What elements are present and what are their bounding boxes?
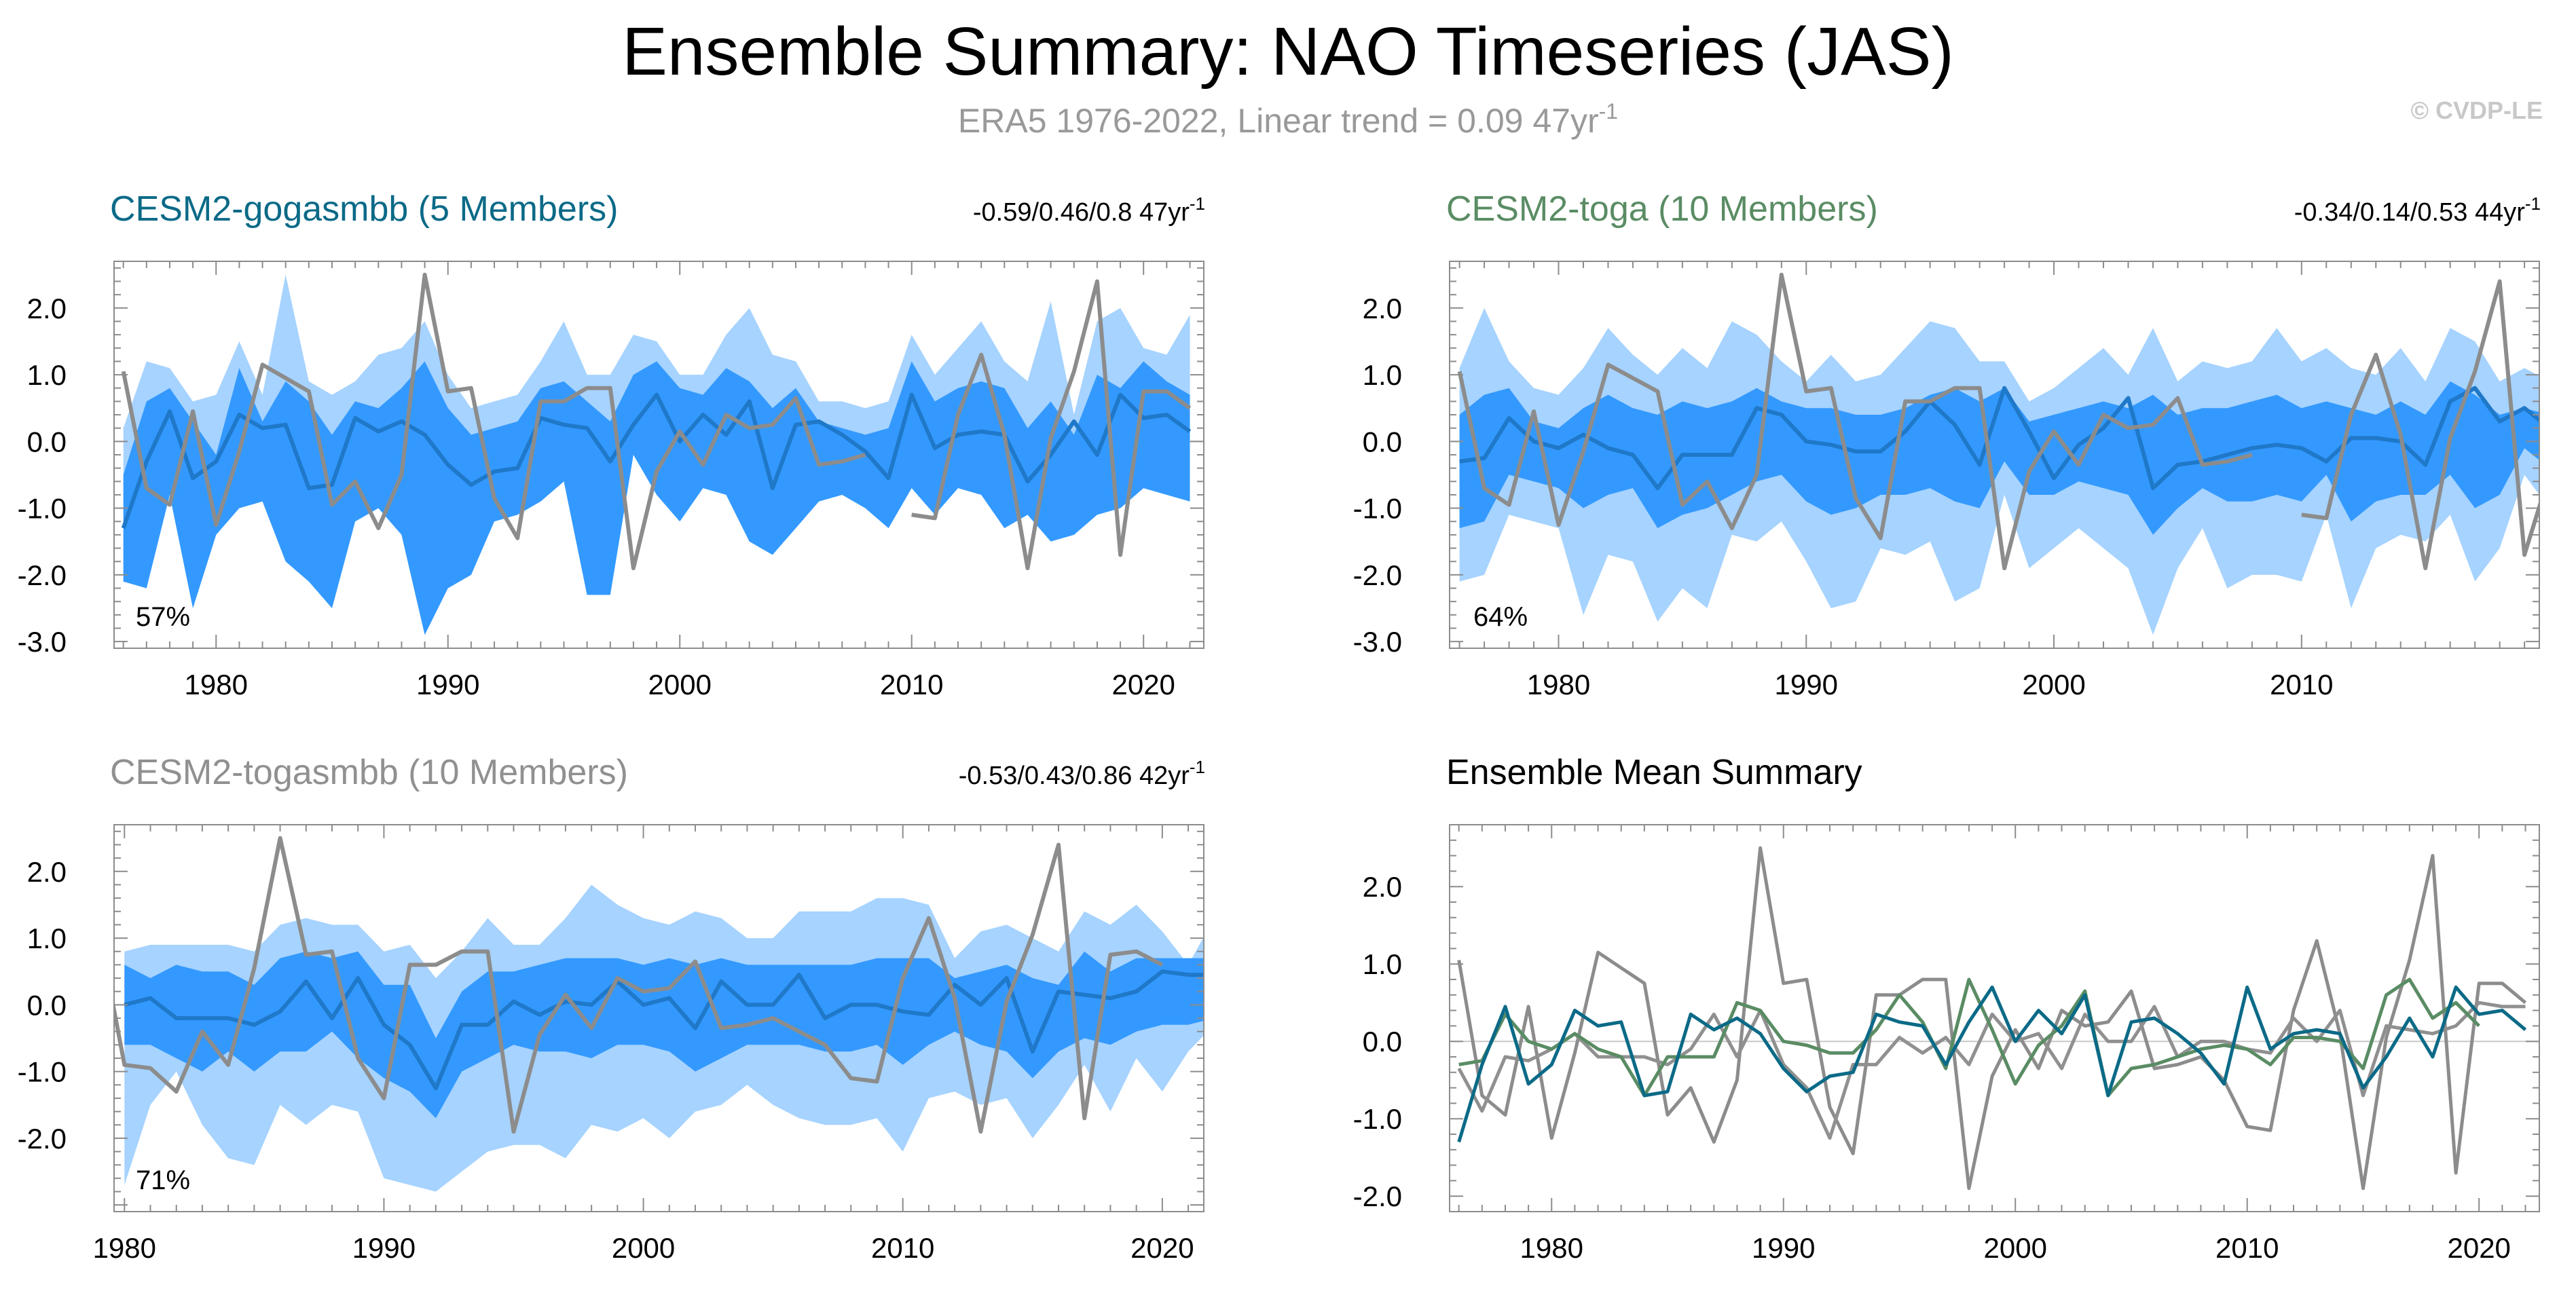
x-tick-label: 2010 <box>871 1232 934 1264</box>
panel-stats-superscript: -1 <box>1190 757 1205 777</box>
panel-stats-text: -0.53/0.43/0.86 42yr <box>959 762 1190 790</box>
series-line-era5 <box>121 272 1192 571</box>
y-tick-label: 2.0 <box>27 293 67 324</box>
y-tick-label: -2.0 <box>1353 1180 1402 1212</box>
series-line-cesm2-toga <box>1458 977 2480 1098</box>
watermark: © CVDP-LE <box>2410 96 2543 124</box>
x-tick-label: 2000 <box>2022 669 2085 700</box>
panel-percent: 64% <box>1473 602 1528 632</box>
x-tick-label: 2020 <box>2447 1232 2510 1264</box>
panel-stats-superscript: -1 <box>2525 193 2541 214</box>
panel-3: CESM2-togasmbb (10 Members) -0.53/0.43/0.… <box>18 753 1205 1264</box>
y-tick-label: 2.0 <box>27 856 67 888</box>
y-tick-label: 0.0 <box>1363 1026 1402 1058</box>
spread-band-outer <box>1459 307 2539 635</box>
y-tick-label: -3.0 <box>18 626 67 658</box>
series-line-ensemble-mean <box>121 392 1192 529</box>
series-line-era5 <box>1457 846 2527 1191</box>
plot-area <box>1450 846 2539 1191</box>
panel-stats: -0.59/0.46/0.8 47yr-1 <box>973 193 1205 227</box>
series-line-era5 <box>114 836 1164 1134</box>
y-tick-label: 0.0 <box>1363 426 1402 457</box>
panel-title: CESM2-toga (10 Members) <box>1446 189 1878 229</box>
panel-stats-superscript: -1 <box>1190 193 1205 214</box>
y-tick-label: -1.0 <box>18 493 67 525</box>
panel-title: Ensemble Mean Summary <box>1446 753 1862 792</box>
x-tick-label: 2000 <box>612 1232 675 1264</box>
x-tick-label: 2010 <box>2270 669 2333 700</box>
x-tick-label: 2010 <box>2215 1232 2279 1264</box>
panel-percent: 57% <box>136 602 190 632</box>
plot-area <box>1450 272 2539 635</box>
panel-2: CESM2-toga (10 Members) -0.34/0.14/0.53 4… <box>1353 189 2541 700</box>
plot-area <box>114 272 1204 635</box>
x-tick-label: 2020 <box>1111 669 1175 700</box>
y-tick-label: -2.0 <box>18 1123 67 1155</box>
panel-stats-text: -0.59/0.46/0.8 47yr <box>973 198 1190 227</box>
x-tick-label: 1990 <box>1752 1232 1815 1264</box>
figure-title: Ensemble Summary: NAO Timeseries (JAS) <box>622 14 1954 90</box>
y-tick-label: 2.0 <box>1363 293 1402 324</box>
series-line-cesm2-gogasmbb <box>1457 985 2527 1143</box>
series-line-ensemble-mean <box>1459 386 2539 491</box>
y-tick-label: 1.0 <box>27 359 67 391</box>
x-tick-label: 1990 <box>1775 669 1838 700</box>
x-tick-label: 2000 <box>1984 1232 2047 1264</box>
y-tick-label: 1.0 <box>1363 948 1402 980</box>
figure-subtitle: ERA5 1976-2022, Linear trend = 0.09 47yr… <box>958 99 1618 140</box>
y-tick-label: -2.0 <box>18 559 67 591</box>
subtitle-superscript: -1 <box>1599 99 1618 124</box>
y-tick-label: -1.0 <box>18 1056 67 1088</box>
x-tick-label: 1990 <box>416 669 479 700</box>
x-tick-label: 1980 <box>1520 1232 1583 1264</box>
x-tick-label: 1980 <box>1527 669 1590 700</box>
panel-4: Ensemble Mean Summary 1980 1990 2000 2010 202… <box>1353 753 2540 1264</box>
spread-band-inner <box>1459 381 2539 535</box>
panel-1: CESM2-gogasmbb (5 Members) -0.59/0.46/0.8… <box>18 189 1205 700</box>
panel-stats: -0.34/0.14/0.53 44yr-1 <box>2294 193 2541 227</box>
y-tick-label: 0.0 <box>27 426 67 457</box>
panel-stats: -0.53/0.43/0.86 42yr-1 <box>959 757 1205 790</box>
series-line-ensemble-mean <box>124 969 1204 1091</box>
x-tick-label: 2010 <box>880 669 943 700</box>
x-tick-label: 2000 <box>648 669 712 700</box>
y-tick-label: 1.0 <box>1363 359 1402 391</box>
y-tick-label: 0.0 <box>27 989 67 1021</box>
y-tick-label: -1.0 <box>1353 493 1402 525</box>
y-tick-label: 1.0 <box>27 922 67 954</box>
panel-title: CESM2-gogasmbb (5 Members) <box>110 189 618 229</box>
y-tick-label: -1.0 <box>1353 1103 1402 1135</box>
plot-frame <box>1449 824 2540 1212</box>
panel-stats-text: -0.34/0.14/0.53 44yr <box>2294 198 2525 227</box>
subtitle-text: ERA5 1976-2022, Linear trend = 0.09 47yr <box>958 102 1599 140</box>
x-tick-label: 1980 <box>93 1232 156 1264</box>
panel-percent: 71% <box>136 1165 190 1195</box>
x-tick-label: 2020 <box>1130 1232 1194 1264</box>
series-line-era5 <box>1457 272 2539 571</box>
panel-title: CESM2-togasmbb (10 Members) <box>110 753 628 792</box>
y-tick-label: -3.0 <box>1353 626 1402 658</box>
series-line-cesm2-togasmbb <box>1457 1001 2526 1140</box>
plot-area <box>114 836 1204 1192</box>
x-tick-label: 1980 <box>185 669 248 700</box>
spread-band-inner <box>124 951 1204 1119</box>
y-tick-label: 2.0 <box>1363 871 1402 903</box>
spread-band-inner <box>123 361 1190 635</box>
y-tick-label: -2.0 <box>1353 559 1402 591</box>
x-tick-label: 1990 <box>352 1232 416 1264</box>
